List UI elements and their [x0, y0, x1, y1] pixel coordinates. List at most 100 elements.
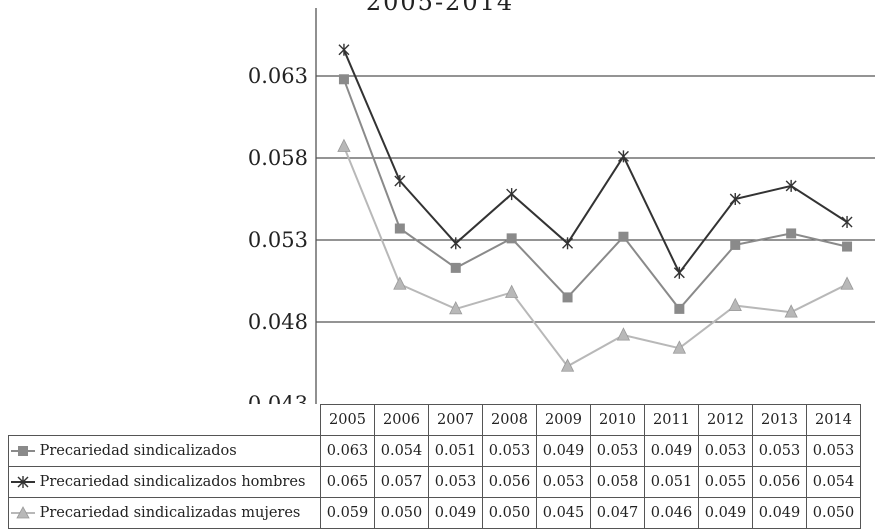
- data-point: [505, 284, 519, 298]
- series-2: [337, 138, 854, 372]
- year-header: 2009: [536, 404, 591, 436]
- table-cell: 0.045: [536, 496, 591, 529]
- table-cell: 0.053: [482, 434, 537, 467]
- data-point: [618, 231, 629, 242]
- y-tick-label: 0.043: [248, 392, 308, 404]
- table-cell: 0.058: [590, 465, 645, 498]
- data-point: [617, 150, 629, 163]
- data-table: 2005 2006 2007 2008 2009 2010 2011 2012 2013 2014…: [8, 404, 861, 529]
- line-chart: 0.043 0.048 0.053 0.058 0.063: [248, 8, 875, 404]
- data-point: [672, 340, 686, 354]
- data-point: [729, 193, 741, 205]
- table-row-mujeres: Precariedad sindicalizadas mujeres 0.059…: [8, 496, 861, 529]
- year-header: 2013: [752, 404, 807, 436]
- legend-entry-hombres: Precariedad sindicalizados hombres: [8, 465, 321, 498]
- y-tick-label: 0.048: [248, 310, 308, 334]
- year-header: 2012: [698, 404, 753, 436]
- data-point: [674, 303, 685, 314]
- table-cell: 0.053: [590, 434, 645, 467]
- table-cell: 0.053: [428, 465, 483, 498]
- data-point: [616, 327, 631, 341]
- table-corner: [9, 405, 321, 436]
- gridlines: [316, 75, 875, 323]
- year-header: 2007: [428, 404, 483, 436]
- data-point: [784, 304, 798, 318]
- table-cell: 0.065: [320, 465, 375, 498]
- table-cell: 0.051: [428, 434, 483, 467]
- year-header: 2006: [374, 404, 429, 436]
- data-point: [673, 266, 685, 279]
- data-point: [337, 138, 351, 152]
- data-point: [394, 223, 405, 234]
- data-point: [506, 188, 518, 201]
- table-cell: 0.056: [752, 465, 807, 498]
- table-cell: 0.050: [374, 496, 429, 529]
- year-header: 2008: [482, 404, 537, 436]
- table-cell: 0.056: [482, 465, 537, 498]
- data-point: [841, 215, 853, 228]
- series-0: [338, 74, 853, 314]
- table-cell: 0.049: [698, 496, 753, 529]
- table-cell: 0.053: [752, 434, 807, 467]
- table-cell: 0.053: [536, 465, 591, 498]
- data-point: [394, 174, 406, 187]
- table-cell: 0.046: [644, 496, 699, 529]
- data-point: [560, 358, 575, 372]
- asterisk-icon: [11, 475, 35, 489]
- series-line: [342, 78, 848, 311]
- series-1: [338, 43, 853, 279]
- table-cell: 0.053: [806, 434, 861, 467]
- data-point: [393, 276, 407, 290]
- triangle-icon: [11, 505, 35, 520]
- data-point: [449, 300, 463, 315]
- table-cell: 0.051: [644, 465, 699, 498]
- table-cell: 0.057: [374, 465, 429, 498]
- table-cell: 0.054: [374, 434, 429, 467]
- data-point: [338, 43, 350, 56]
- table-row-hombres: Precariedad sindicalizados hombres 0.065…: [8, 465, 861, 498]
- table-cell: 0.047: [590, 496, 645, 529]
- data-point: [728, 297, 742, 312]
- y-tick-label: 0.063: [248, 64, 308, 88]
- table-cell: 0.049: [752, 496, 807, 529]
- table-row-sindicalizados: Precariedad sindicalizados 0.063 0.054 0.0…: [8, 434, 861, 467]
- table-cell: 0.054: [806, 465, 861, 498]
- series-line: [342, 146, 848, 368]
- data-point: [450, 237, 462, 250]
- series-lines: [337, 43, 854, 372]
- table-cell: 0.050: [482, 496, 537, 529]
- data-point: [338, 74, 349, 85]
- square-icon: [11, 444, 35, 458]
- y-tick-label: 0.053: [248, 228, 308, 252]
- table-cell: 0.049: [644, 434, 699, 467]
- data-point: [562, 237, 574, 250]
- data-point: [840, 276, 854, 290]
- table-cell: 0.063: [320, 434, 375, 467]
- series-line: [342, 49, 848, 275]
- table-cell: 0.049: [536, 434, 591, 467]
- table-cell: 0.049: [428, 496, 483, 529]
- year-header: 2011: [644, 404, 699, 436]
- legend-label: Precariedad sindicalizados hombres: [39, 473, 306, 490]
- legend-label: Precariedad sindicalizados: [39, 442, 237, 459]
- legend-label: Precariedad sindicalizadas mujeres: [39, 504, 301, 521]
- data-point: [785, 179, 797, 192]
- legend-entry-mujeres: Precariedad sindicalizadas mujeres: [8, 496, 321, 529]
- data-point: [506, 233, 517, 244]
- year-header: 2005: [320, 404, 375, 436]
- table-cell: 0.053: [698, 434, 753, 467]
- table-header-row: 2005 2006 2007 2008 2009 2010 2011 2012 2013 2014: [9, 404, 861, 436]
- table-cell: 0.050: [806, 496, 861, 529]
- year-header: 2014: [806, 404, 861, 436]
- legend-entry-sindicalizados: Precariedad sindicalizados: [8, 434, 321, 467]
- table-cell: 0.055: [698, 465, 753, 498]
- y-tick-labels: 0.043 0.048 0.053 0.058 0.063: [248, 64, 308, 404]
- data-point: [842, 241, 853, 252]
- year-header: 2010: [590, 404, 645, 436]
- data-point: [562, 292, 573, 303]
- table-cell: 0.059: [320, 496, 375, 529]
- y-tick-label: 0.058: [248, 146, 308, 170]
- chart-title: 2005-2014: [365, 0, 515, 16]
- data-point: [786, 228, 797, 239]
- data-point: [730, 239, 741, 250]
